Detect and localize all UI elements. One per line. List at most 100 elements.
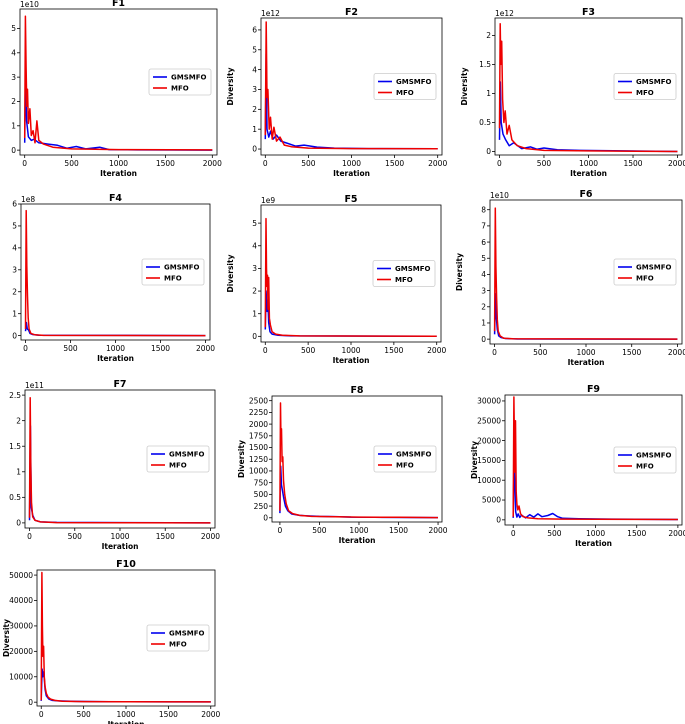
x-tick-label: 500 (76, 710, 91, 719)
x-tick-label: 2000 (428, 159, 447, 168)
x-tick-label: 1500 (627, 529, 646, 538)
y-tick-label: 0.5 (479, 118, 491, 127)
y-tick-label: 0 (486, 147, 491, 156)
y-tick-label: 2000 (249, 420, 268, 429)
series-line-gmsmfo (279, 465, 439, 519)
chart-title: F10 (116, 559, 136, 570)
legend-label-mfo: MFO (169, 641, 187, 649)
chart-title: F3 (582, 7, 595, 18)
y-tick-label: 50000 (9, 571, 33, 580)
y-tick-label: 2 (12, 287, 17, 296)
y-tick-label: 0 (11, 146, 16, 155)
axis-exponent-label: 1e8 (21, 195, 35, 204)
series-line-gmsmfo (493, 293, 678, 340)
series-line-gmsmfo (23, 61, 213, 151)
y-tick-label: 0 (28, 698, 33, 707)
y-tick-label: 1750 (249, 432, 268, 441)
legend-label-mfo: MFO (636, 275, 654, 283)
legend-label-mfo: MFO (396, 462, 414, 470)
x-tick-label: 1000 (586, 529, 605, 538)
y-tick-label: 1 (252, 309, 257, 318)
x-axis-label: Iteration (568, 358, 605, 367)
x-tick-label: 500 (64, 159, 79, 168)
x-tick-label: 1000 (579, 159, 598, 168)
y-tick-label: 1250 (249, 455, 268, 464)
y-tick-label: 5 (12, 222, 17, 231)
chart-title: F7 (113, 379, 126, 390)
legend-label-gmsmfo: GMSMFO (169, 451, 205, 459)
y-tick-label: 4 (481, 270, 486, 279)
axis-exponent-label: 1e10 (490, 191, 509, 200)
subplot-f2: F2 1e12 0 500 1000 1500 2000 0 1 2 3 4 5 6 Iteration Di… (226, 7, 447, 178)
x-tick-label: 0 (278, 526, 283, 535)
x-tick-label: 0 (39, 710, 44, 719)
y-tick-label: 0 (481, 335, 486, 344)
series-line-mfo (493, 207, 678, 340)
y-tick-label: 1 (252, 125, 257, 134)
y-tick-label: 4 (252, 65, 257, 74)
series-line-mfo (279, 402, 439, 519)
x-tick-label: 500 (312, 526, 327, 535)
x-tick-label: 2000 (196, 344, 215, 353)
legend: GMSMFO MFO (613, 446, 677, 474)
y-tick-label: 1 (12, 309, 17, 318)
chart-title: F6 (579, 189, 592, 200)
y-tick-label: 2 (481, 302, 486, 311)
y-tick-label: 4 (11, 49, 16, 58)
x-tick-label: 0 (27, 532, 32, 541)
axis-exponent-label: 1e12 (261, 9, 280, 18)
x-tick-label: 0 (23, 344, 28, 353)
series-line-gmsmfo (264, 290, 437, 338)
chart-title: F9 (587, 384, 600, 395)
chart-title: F2 (345, 7, 358, 18)
series-line-mfo (28, 396, 211, 524)
y-tick-label: 5 (481, 254, 486, 263)
x-tick-label: 1000 (106, 344, 125, 353)
legend-label-gmsmfo: GMSMFO (171, 74, 207, 82)
subplot-f7: F7 1e11 0 500 1000 1500 2000 0 0.5 1 1.5 2 2.5 Iterat… (9, 379, 220, 551)
y-tick-label: 1500 (249, 443, 268, 452)
legend: GMSMFO MFO (373, 73, 437, 100)
y-tick-label: 750 (254, 478, 269, 487)
x-axis-label: Iteration (333, 356, 370, 365)
legend-label-mfo: MFO (636, 463, 654, 471)
x-axis-label: Iteration (333, 169, 370, 178)
legend-label-mfo: MFO (171, 85, 189, 93)
series-line-gmsmfo (264, 52, 438, 150)
y-tick-label: 250 (254, 502, 269, 511)
y-tick-label: 0 (16, 519, 21, 528)
axis-exponent-label: 1e9 (261, 196, 275, 205)
x-tick-label: 500 (301, 159, 316, 168)
y-axis-label: Diversity (226, 254, 235, 292)
legend-label-mfo: MFO (169, 462, 187, 470)
series-line-mfo (23, 15, 213, 151)
y-tick-label: 15000 (477, 456, 501, 465)
x-tick-label: 1500 (151, 344, 170, 353)
x-tick-label: 0 (22, 159, 27, 168)
x-tick-label: 2000 (668, 348, 685, 357)
x-tick-label: 0 (263, 346, 268, 355)
legend-label-gmsmfo: GMSMFO (169, 630, 205, 638)
series-line-mfo (40, 571, 211, 703)
legend: GMSMFO MFO (373, 445, 437, 473)
axis-exponent-label: 1e12 (495, 9, 514, 18)
x-tick-label: 2000 (427, 346, 446, 355)
x-tick-label: 1500 (156, 532, 175, 541)
subplot-f8: F8 0 500 1000 1500 2000 0 250 500 750 1000 1250 1500… (237, 385, 448, 545)
legend: GMSMFO MFO (141, 258, 205, 286)
y-tick-label: 4 (12, 244, 17, 253)
x-axis-label: Iteration (339, 536, 376, 545)
chart-title: F1 (112, 0, 125, 9)
y-tick-label: 30000 (477, 397, 501, 406)
subplot-f9: F905001000150020000500010000150002000025… (470, 384, 685, 548)
subplot-f1: F11e100500100015002000012345IterationDiv… (11, 0, 222, 178)
x-tick-label: 1000 (341, 346, 360, 355)
subplot-f3: F3 1e12 0 500 1000 1500 2000 0 0.5 1 1.5 2 Iteration… (460, 7, 685, 178)
series-line-mfo (264, 217, 437, 338)
legend-label-gmsmfo: GMSMFO (636, 264, 672, 272)
legend: GMSMFO MFO (146, 445, 210, 473)
y-tick-label: 7 (481, 222, 486, 231)
legend-label-gmsmfo: GMSMFO (396, 451, 432, 459)
y-tick-label: 1.5 (9, 442, 21, 451)
legend-label-mfo: MFO (636, 89, 654, 97)
